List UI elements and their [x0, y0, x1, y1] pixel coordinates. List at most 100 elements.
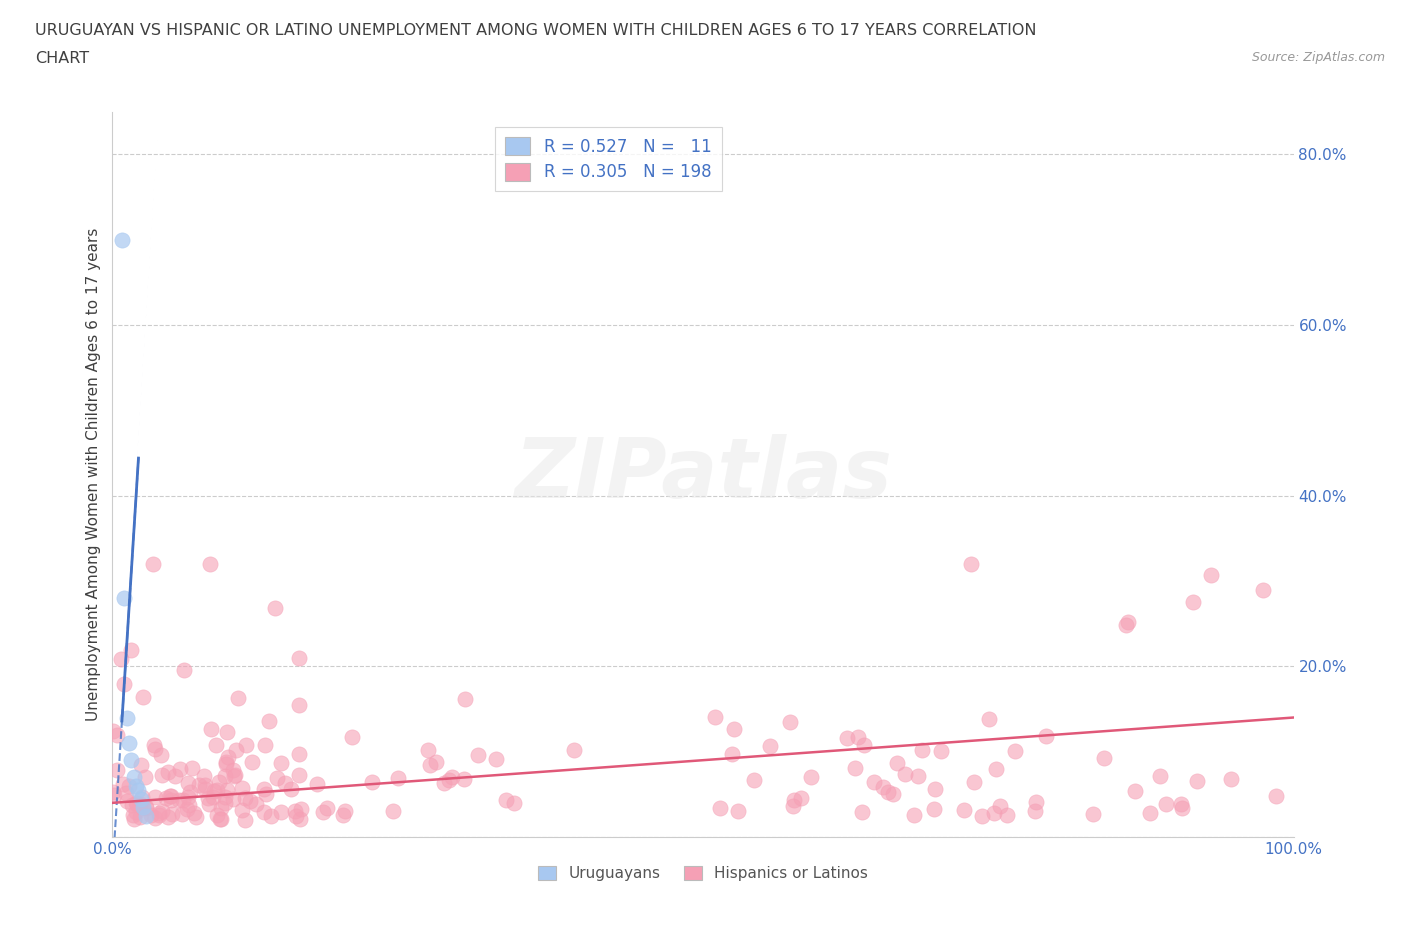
Point: [215, 755, 238, 770]
Y-axis label: Unemployment Among Women with Children Ages 6 to 17 years: Unemployment Among Women with Children A…: [86, 228, 101, 721]
Point: [419, 757, 441, 772]
Point: [112, 591, 135, 605]
Point: [485, 751, 508, 766]
Point: [120, 752, 142, 767]
Point: [235, 737, 257, 752]
Point: [222, 763, 245, 777]
Point: [187, 777, 209, 792]
Point: [141, 807, 163, 822]
Point: [439, 772, 461, 787]
Text: URUGUAYAN VS HISPANIC OR LATINO UNEMPLOYMENT AMONG WOMEN WITH CHILDREN AGES 6 TO: URUGUAYAN VS HISPANIC OR LATINO UNEMPLOY…: [35, 23, 1036, 38]
Point: [233, 791, 256, 806]
Point: [159, 789, 181, 804]
Point: [779, 714, 801, 729]
Point: [205, 737, 228, 752]
Point: [844, 761, 866, 776]
Point: [217, 782, 239, 797]
Point: [222, 791, 245, 806]
Point: [197, 790, 219, 805]
Point: [782, 799, 804, 814]
Point: [1149, 768, 1171, 783]
Point: [453, 772, 475, 787]
Point: [284, 804, 307, 818]
Point: [562, 743, 585, 758]
Point: [128, 796, 150, 811]
Point: [160, 806, 183, 821]
Point: [454, 692, 477, 707]
Point: [333, 804, 356, 818]
Point: [983, 805, 1005, 820]
Point: [135, 808, 157, 823]
Point: [979, 711, 1001, 726]
Point: [1115, 618, 1137, 632]
Point: [254, 737, 277, 752]
Point: [115, 711, 138, 725]
Point: [759, 738, 782, 753]
Point: [894, 767, 917, 782]
Point: [150, 748, 173, 763]
Point: [131, 689, 153, 704]
Point: [911, 743, 934, 758]
Point: [118, 736, 141, 751]
Point: [159, 789, 181, 804]
Point: [181, 761, 204, 776]
Point: [122, 770, 145, 785]
Point: [316, 800, 339, 815]
Point: [1025, 794, 1047, 809]
Point: [143, 737, 166, 752]
Point: [882, 787, 904, 802]
Point: [156, 810, 179, 825]
Point: [165, 768, 187, 783]
Point: [231, 781, 253, 796]
Point: [288, 767, 311, 782]
Point: [125, 795, 148, 810]
Point: [284, 809, 307, 824]
Point: [145, 741, 167, 756]
Point: [1220, 772, 1243, 787]
Text: Source: ZipAtlas.com: Source: ZipAtlas.com: [1251, 51, 1385, 64]
Point: [988, 799, 1011, 814]
Point: [288, 698, 311, 712]
Point: [184, 809, 207, 824]
Point: [134, 770, 156, 785]
Point: [382, 804, 405, 818]
Point: [260, 808, 283, 823]
Point: [789, 790, 811, 805]
Point: [1185, 774, 1208, 789]
Point: [198, 556, 221, 571]
Point: [142, 556, 165, 571]
Point: [205, 808, 228, 823]
Point: [254, 787, 277, 802]
Point: [709, 800, 731, 815]
Point: [183, 805, 205, 820]
Point: [1139, 805, 1161, 820]
Point: [1004, 744, 1026, 759]
Point: [194, 781, 217, 796]
Point: [800, 769, 823, 784]
Point: [290, 812, 312, 827]
Point: [1251, 582, 1274, 597]
Point: [1116, 615, 1139, 630]
Point: [205, 783, 228, 798]
Point: [263, 601, 285, 616]
Point: [129, 791, 152, 806]
Point: [224, 768, 246, 783]
Point: [851, 804, 873, 819]
Point: [156, 764, 179, 779]
Point: [1123, 784, 1146, 799]
Point: [1265, 789, 1288, 804]
Point: [433, 776, 456, 790]
Point: [202, 784, 225, 799]
Point: [202, 790, 225, 804]
Point: [853, 737, 876, 752]
Point: [115, 785, 138, 800]
Point: [172, 807, 194, 822]
Point: [872, 779, 894, 794]
Point: [270, 805, 292, 820]
Point: [835, 731, 858, 746]
Point: [467, 748, 489, 763]
Point: [742, 773, 765, 788]
Point: [225, 743, 247, 758]
Point: [150, 768, 173, 783]
Point: [214, 796, 236, 811]
